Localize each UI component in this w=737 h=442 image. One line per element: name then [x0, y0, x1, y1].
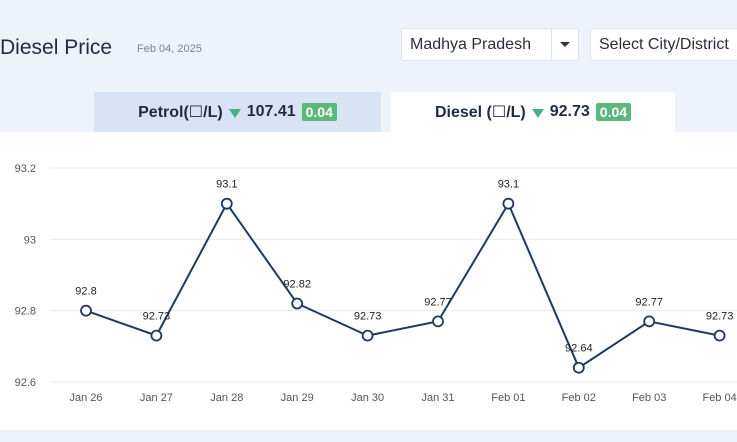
- city-select-value: Select City/District: [599, 35, 729, 53]
- data-point: [80, 304, 92, 317]
- tab-petrol-price: 107.41: [246, 103, 296, 120]
- price-chart-panel: 93.2 93 92.8 92.6 Jan 26 Jan 27 Jan 28 Jan 29 Ja…: [0, 132, 737, 430]
- data-label: 92.8: [75, 286, 96, 298]
- tab-petrol-change-badge: 0.04: [301, 103, 337, 121]
- tab-petrol[interactable]: Petrol(☐/L) 107.41 0.04: [94, 92, 381, 132]
- data-point: [713, 329, 726, 342]
- x-tick-label: Feb 02: [562, 392, 596, 404]
- y-tick-label: 93: [24, 234, 36, 246]
- data-label: 93.1: [498, 179, 519, 191]
- price-down-icon: [228, 108, 241, 118]
- y-tick-label: 93.2: [15, 163, 36, 175]
- x-tick-label: Jan 28: [210, 392, 243, 404]
- x-tick-label: Jan 31: [421, 392, 454, 404]
- tab-diesel-price: 92.73: [549, 103, 590, 120]
- series-line: [85, 201, 720, 370]
- price-date: Feb 04, 2025: [137, 43, 202, 55]
- x-tick-label: Feb 04: [702, 392, 736, 404]
- data-point: [361, 329, 374, 342]
- x-tick-label: Jan 30: [351, 392, 384, 404]
- tab-diesel-change-badge: 0.04: [595, 103, 632, 121]
- data-label: 92.82: [283, 279, 311, 291]
- data-label: 92.73: [706, 311, 734, 323]
- data-label: 92.73: [143, 311, 171, 323]
- data-label: 92.73: [354, 311, 382, 323]
- data-label: 92.77: [424, 296, 452, 308]
- state-select[interactable]: Madhya Pradesh: [401, 28, 579, 61]
- data-point: [502, 197, 515, 210]
- x-tick-label: Jan 29: [281, 392, 314, 404]
- x-tick-label: Feb 03: [632, 392, 666, 404]
- page-header: Diesel Price Feb 04, 2025 Madhya Pradesh…: [0, 0, 737, 90]
- data-point: [643, 315, 656, 328]
- data-point: [220, 197, 233, 210]
- city-select[interactable]: Select City/District: [590, 28, 737, 61]
- data-point: [291, 297, 304, 310]
- price-down-icon: [531, 108, 544, 118]
- y-tick-label: 92.6: [15, 377, 36, 389]
- x-tick-label: Feb 01: [491, 392, 525, 404]
- chevron-down-icon: [560, 42, 570, 47]
- x-tick-label: Jan 26: [69, 392, 102, 404]
- x-tick-label: Jan 27: [140, 392, 173, 404]
- tab-petrol-label: Petrol(☐/L): [138, 104, 223, 121]
- y-tick-label: 92.8: [15, 306, 36, 318]
- state-select-value: Madhya Pradesh: [410, 35, 531, 53]
- state-select-toggle[interactable]: [551, 29, 578, 60]
- fuel-tabs: Petrol(☐/L) 107.41 0.04 Diesel (☐/L) 92.…: [0, 92, 737, 132]
- data-label: 93.1: [216, 179, 237, 191]
- data-label: 92.64: [565, 343, 593, 355]
- data-point: [150, 329, 163, 342]
- page-title: Diesel Price: [0, 36, 113, 59]
- data-point: [432, 315, 444, 328]
- tab-diesel-label: Diesel (☐/L): [434, 104, 526, 121]
- data-point: [572, 361, 585, 374]
- tab-diesel[interactable]: Diesel (☐/L) 92.73 0.04: [391, 92, 675, 132]
- price-line-chart: 93.2 93 92.8 92.6 Jan 26 Jan 27 Jan 28 Jan 29 Ja…: [15, 163, 737, 404]
- data-label: 92.77: [635, 296, 663, 308]
